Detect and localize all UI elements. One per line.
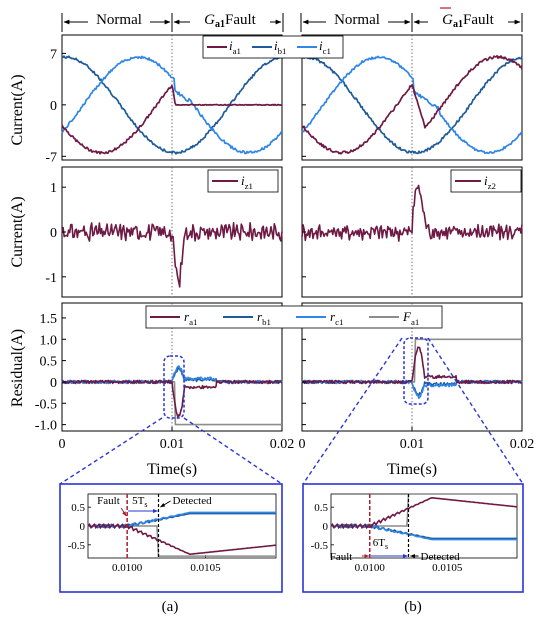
normal-label-b: Normal bbox=[334, 12, 380, 28]
zoom-series-ra1 bbox=[87, 523, 277, 556]
legend-zero-seq: iz2 bbox=[450, 169, 522, 193]
xlabel-a: Time(s) bbox=[147, 461, 197, 478]
zoom-region bbox=[403, 337, 429, 405]
zoom-y-tick-label: 0.5 bbox=[71, 502, 85, 514]
zoom-inset-a: 0.5 0 -0.5 0.0100 0.0105 Fault 5Ts Detected bbox=[59, 483, 283, 593]
header-a: Normal Ga1Fault bbox=[61, 9, 284, 32]
fault-label-b: Ga1Fault bbox=[442, 12, 495, 30]
y-tick-label: 1.0 bbox=[40, 333, 58, 348]
zoom-inset-b: 0.5 0 -0.5 0.0100 0.0105 Fault 6Ts Detected bbox=[302, 483, 524, 593]
zoom-y-tick-label: 0 bbox=[323, 521, 329, 533]
legend-box bbox=[145, 305, 443, 329]
x-tick-label: 0 bbox=[59, 437, 66, 452]
zoom-x-tick-label: 0.0100 bbox=[355, 562, 386, 574]
y-tick-label: 0 bbox=[50, 226, 57, 241]
y-tick-label: 1.5 bbox=[40, 312, 58, 327]
zoom-series-ra1 bbox=[330, 496, 518, 530]
legend-label-Fa1: Fa1 bbox=[402, 309, 419, 327]
zoom-y-tick-label: -0.5 bbox=[68, 540, 86, 552]
panel-a-zero-sequence: 1 0 -1 iz1 bbox=[45, 166, 283, 298]
x-tick-label: 0.01 bbox=[160, 437, 185, 452]
x-tick-label: 0 bbox=[299, 437, 306, 452]
fault-arrow bbox=[120, 507, 127, 517]
zoom-y-tick-label: 0 bbox=[80, 521, 86, 533]
y-tick-label: 1 bbox=[50, 181, 57, 196]
legend-currents: ia1 ib1 ic1 bbox=[202, 35, 344, 59]
zoom-series-rc1 bbox=[330, 523, 517, 541]
zoom-y-tick-label: -0.5 bbox=[311, 540, 329, 552]
legend-label-ia1: ia1 bbox=[229, 38, 241, 56]
detected-label: Detected bbox=[173, 495, 213, 507]
legend-label-rc1: rc1 bbox=[330, 309, 343, 327]
zoom-y-tick-label: 0.5 bbox=[314, 502, 328, 514]
zoom-x-tick-label: 0.0105 bbox=[190, 562, 221, 574]
y-tick-label: -1 bbox=[45, 271, 57, 286]
series-ib1 bbox=[61, 55, 283, 155]
y-tick-label: -0.5 bbox=[35, 397, 57, 412]
y-tick-label: 0 bbox=[50, 99, 57, 114]
y-tick-label: -7 bbox=[45, 150, 57, 165]
zoom-x-tick-label: 0.0100 bbox=[112, 562, 143, 574]
zoom-connectors bbox=[59, 337, 524, 485]
series-ia1 bbox=[301, 54, 523, 155]
legend-box bbox=[450, 169, 522, 193]
ylabel-row2: Current(A) bbox=[9, 196, 26, 267]
series-ra1 bbox=[61, 379, 283, 418]
fault-label-a: Ga1Fault bbox=[204, 12, 257, 30]
detected-label: Detected bbox=[421, 551, 461, 563]
ylabel-row1: Current(A) bbox=[9, 74, 26, 145]
normal-label-a: Normal bbox=[96, 12, 142, 28]
panel-b-zero-sequence: iz2 bbox=[301, 166, 523, 298]
plot-panels: 7 0 -7 ia1 ib1 ic1 1 0 -1 iz1 iz2 1.5 1.0 0.5 0 -0.5 -1.… bbox=[35, 34, 535, 452]
legend-label-ib1: ib1 bbox=[274, 38, 286, 56]
ylabel-row3: Residual(A) bbox=[9, 329, 26, 407]
caption-a: (a) bbox=[162, 599, 179, 615]
series-ic1 bbox=[301, 55, 523, 155]
delay-label: 6Ts bbox=[373, 537, 388, 551]
delay-label: 5Ts bbox=[132, 495, 147, 509]
series-ra1 bbox=[301, 346, 523, 385]
series-ib1 bbox=[301, 55, 523, 155]
fault-label: Fault bbox=[97, 495, 120, 507]
header-b: Normal Ga1Fault bbox=[300, 7, 523, 32]
panel-a-current: 7 0 -7 bbox=[45, 34, 283, 165]
x-tick-label: 0.01 bbox=[400, 437, 425, 452]
x-tick-label: 0.02 bbox=[270, 437, 295, 452]
legend-box bbox=[202, 35, 344, 59]
zoom-region bbox=[163, 355, 185, 419]
xlabel-b: Time(s) bbox=[387, 461, 437, 478]
legend-label-ic1: ic1 bbox=[319, 38, 331, 56]
series-iz1 bbox=[61, 222, 283, 288]
zoom-series-rc1 bbox=[87, 511, 276, 529]
legend-label-iz1: iz1 bbox=[241, 173, 253, 191]
x-tick-label: 0.02 bbox=[510, 437, 535, 452]
legend-label-ra1: ra1 bbox=[184, 309, 197, 327]
series-ia1 bbox=[61, 84, 282, 155]
legend-zero-seq: iz1 bbox=[207, 169, 279, 193]
y-tick-label: -1.0 bbox=[35, 419, 57, 434]
series-iz2 bbox=[301, 184, 523, 242]
y-tick-label: 7 bbox=[50, 47, 57, 62]
caption-b: (b) bbox=[404, 599, 422, 615]
y-tick-label: 0 bbox=[50, 376, 57, 391]
series-ic1 bbox=[61, 55, 283, 155]
zoom-x-tick-label: 0.0105 bbox=[432, 562, 463, 574]
legend-label-iz2: iz2 bbox=[484, 173, 496, 191]
y-tick-label: 0.5 bbox=[40, 355, 58, 370]
detected-arrow bbox=[160, 500, 171, 508]
legend-residuals: ra1 rb1 rc1 Fa1 bbox=[145, 305, 443, 329]
legend-label-rb1: rb1 bbox=[257, 309, 271, 327]
fault-label: Fault bbox=[330, 551, 353, 563]
legend-box bbox=[207, 169, 279, 193]
